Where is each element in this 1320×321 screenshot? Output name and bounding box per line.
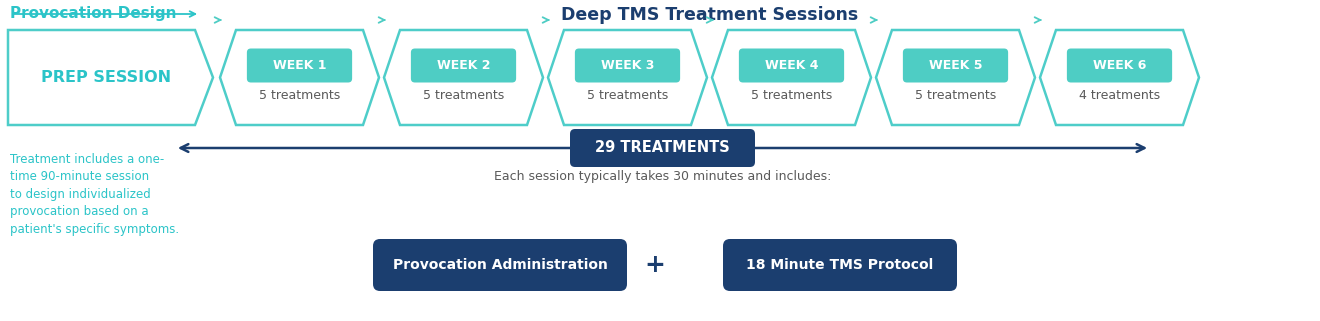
Text: 29 TREATMENTS: 29 TREATMENTS <box>595 141 730 155</box>
Polygon shape <box>384 30 543 125</box>
Polygon shape <box>220 30 379 125</box>
Text: WEEK 5: WEEK 5 <box>929 59 982 72</box>
FancyBboxPatch shape <box>723 239 957 291</box>
Polygon shape <box>876 30 1035 125</box>
FancyBboxPatch shape <box>739 48 843 82</box>
Text: WEEK 6: WEEK 6 <box>1093 59 1146 72</box>
Text: WEEK 3: WEEK 3 <box>601 59 655 72</box>
Polygon shape <box>8 30 213 125</box>
FancyBboxPatch shape <box>903 48 1008 82</box>
Text: WEEK 4: WEEK 4 <box>764 59 818 72</box>
Text: +: + <box>644 253 665 277</box>
Text: Treatment includes a one-
time 90-minute session
to design individualized
provoc: Treatment includes a one- time 90-minute… <box>11 153 180 236</box>
Text: 5 treatments: 5 treatments <box>587 89 668 102</box>
FancyBboxPatch shape <box>1067 48 1172 82</box>
Text: 4 treatments: 4 treatments <box>1078 89 1160 102</box>
FancyBboxPatch shape <box>570 129 755 167</box>
Text: 5 treatments: 5 treatments <box>751 89 832 102</box>
Text: 5 treatments: 5 treatments <box>422 89 504 102</box>
Polygon shape <box>548 30 708 125</box>
FancyBboxPatch shape <box>573 133 752 163</box>
Text: Each session typically takes 30 minutes and includes:: Each session typically takes 30 minutes … <box>494 170 832 183</box>
Text: 18 Minute TMS Protocol: 18 Minute TMS Protocol <box>746 258 933 272</box>
Text: PREP SESSION: PREP SESSION <box>41 70 172 85</box>
Text: WEEK 2: WEEK 2 <box>437 59 490 72</box>
Text: Provocation Administration: Provocation Administration <box>392 258 607 272</box>
Polygon shape <box>1040 30 1199 125</box>
Text: WEEK 1: WEEK 1 <box>273 59 326 72</box>
Polygon shape <box>711 30 871 125</box>
FancyBboxPatch shape <box>411 48 516 82</box>
FancyBboxPatch shape <box>374 239 627 291</box>
FancyBboxPatch shape <box>247 48 352 82</box>
Text: 5 treatments: 5 treatments <box>259 89 341 102</box>
Text: Deep TMS Treatment Sessions: Deep TMS Treatment Sessions <box>561 6 858 24</box>
Text: 5 treatments: 5 treatments <box>915 89 997 102</box>
Text: Provocation Design: Provocation Design <box>11 6 177 21</box>
FancyBboxPatch shape <box>576 48 680 82</box>
